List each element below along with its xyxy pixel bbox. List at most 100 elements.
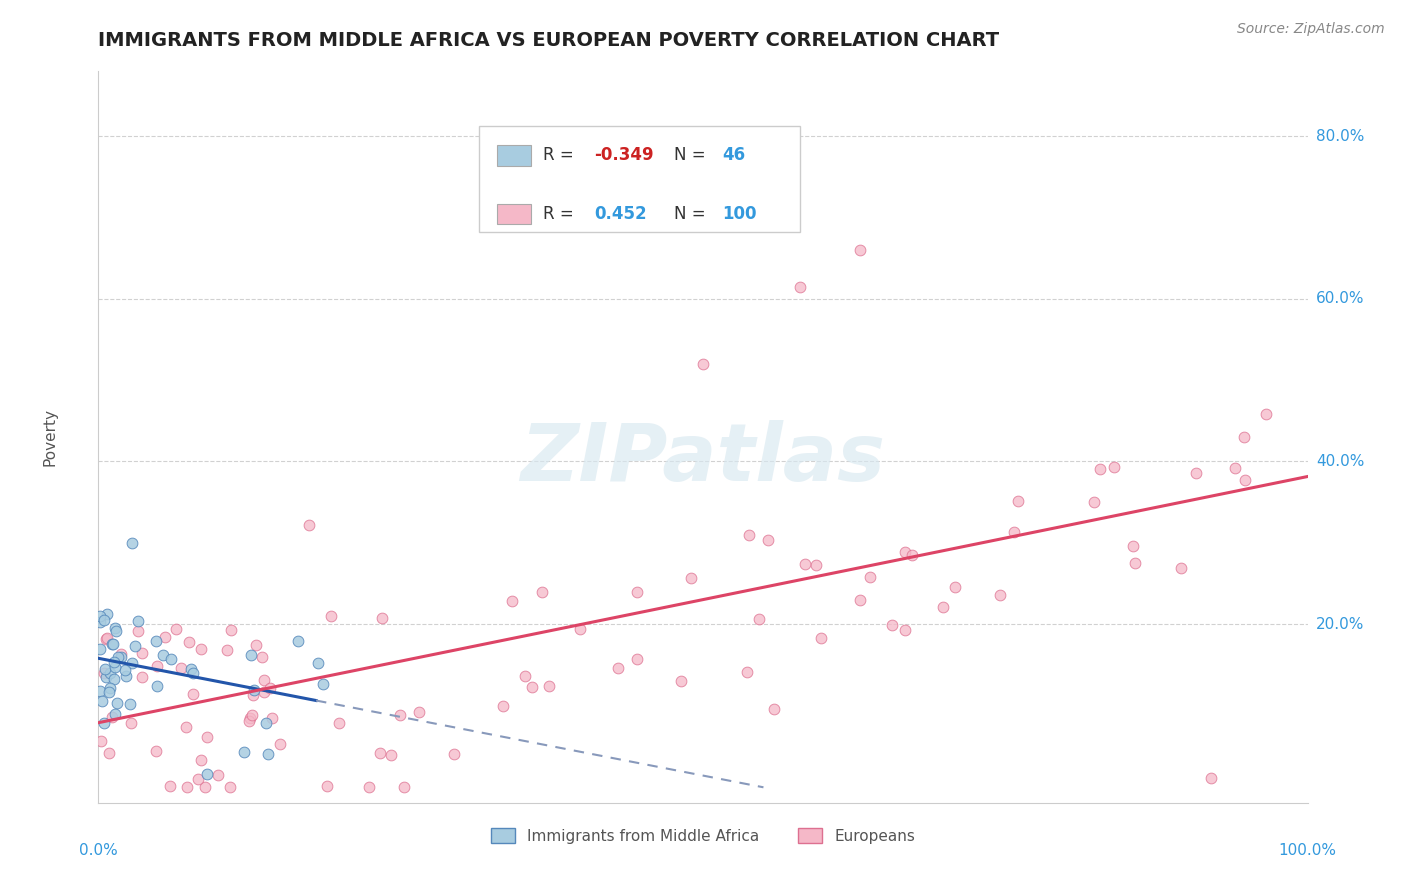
Point — [115, 669, 138, 683]
Text: 100.0%: 100.0% — [1278, 843, 1337, 858]
Point — [101, 637, 124, 651]
Point — [859, 570, 882, 584]
Point — [174, 721, 197, 735]
Point — [259, 681, 281, 695]
Point — [114, 663, 136, 677]
Text: 0.452: 0.452 — [595, 205, 647, 223]
Point — [1254, 408, 1277, 422]
Point — [96, 632, 118, 647]
Point — [538, 679, 561, 693]
Point — [253, 673, 276, 687]
Point — [789, 279, 811, 293]
Point — [110, 647, 132, 661]
Point — [98, 665, 121, 680]
Point — [165, 622, 187, 636]
Point — [89, 615, 111, 630]
Point — [153, 630, 176, 644]
Point — [250, 650, 273, 665]
Point — [97, 747, 120, 761]
Point — [238, 710, 260, 724]
Point — [738, 528, 761, 542]
Point — [371, 611, 394, 625]
Point — [121, 656, 143, 670]
FancyBboxPatch shape — [479, 126, 800, 232]
Point — [93, 613, 115, 627]
Point — [389, 708, 412, 723]
Point — [124, 639, 146, 653]
Point — [89, 642, 111, 657]
Point — [104, 660, 127, 674]
Point — [104, 706, 127, 721]
Point — [1170, 560, 1192, 574]
Point — [1083, 495, 1105, 509]
Point — [626, 651, 648, 665]
Point — [242, 682, 264, 697]
Point — [932, 599, 955, 614]
Text: 40.0%: 40.0% — [1316, 454, 1364, 469]
Point — [90, 694, 112, 708]
Point — [530, 584, 553, 599]
Point — [692, 357, 714, 371]
Point — [181, 666, 204, 681]
Point — [94, 662, 117, 676]
Point — [194, 780, 217, 794]
Point — [569, 622, 592, 636]
Point — [810, 632, 832, 646]
Point — [894, 545, 917, 559]
Text: 0.0%: 0.0% — [79, 843, 118, 858]
Point — [1223, 460, 1246, 475]
Point — [1199, 772, 1222, 786]
Point — [176, 780, 198, 794]
Point — [146, 659, 169, 673]
Point — [240, 708, 263, 723]
Point — [107, 650, 129, 665]
Point — [901, 548, 924, 562]
Point — [804, 558, 827, 573]
Point — [152, 648, 174, 663]
Point — [190, 753, 212, 767]
Point — [207, 768, 229, 782]
Point — [242, 688, 264, 702]
Text: 80.0%: 80.0% — [1316, 128, 1364, 144]
Point — [145, 634, 167, 648]
Point — [311, 676, 333, 690]
Point — [882, 618, 904, 632]
Point — [655, 194, 678, 209]
Point — [245, 638, 267, 652]
Point — [127, 624, 149, 639]
Point — [943, 581, 966, 595]
Point — [131, 646, 153, 660]
Point — [103, 655, 125, 669]
Point — [103, 672, 125, 686]
Legend: Immigrants from Middle Africa, Europeans: Immigrants from Middle Africa, Europeans — [485, 822, 921, 850]
Point — [145, 744, 167, 758]
Text: N =: N = — [673, 205, 711, 223]
Point — [756, 533, 779, 547]
Point — [849, 243, 872, 257]
Point — [287, 634, 309, 648]
Point — [89, 684, 111, 698]
Point — [762, 702, 785, 716]
Text: -0.349: -0.349 — [595, 146, 654, 164]
Point — [145, 679, 167, 693]
Point — [195, 730, 218, 744]
Point — [1123, 556, 1146, 570]
Text: 46: 46 — [723, 146, 745, 164]
FancyBboxPatch shape — [498, 145, 531, 166]
Point — [1233, 473, 1256, 487]
Point — [217, 643, 239, 657]
Point — [105, 696, 128, 710]
Point — [380, 748, 402, 763]
Point — [98, 681, 121, 695]
Point — [606, 661, 628, 675]
Point — [160, 652, 183, 666]
Point — [190, 641, 212, 656]
Point — [298, 517, 321, 532]
Point — [159, 779, 181, 793]
Point — [94, 670, 117, 684]
Point — [1233, 430, 1256, 444]
Point — [328, 716, 350, 731]
Point — [256, 747, 278, 761]
Point — [233, 745, 256, 759]
Point — [513, 669, 536, 683]
